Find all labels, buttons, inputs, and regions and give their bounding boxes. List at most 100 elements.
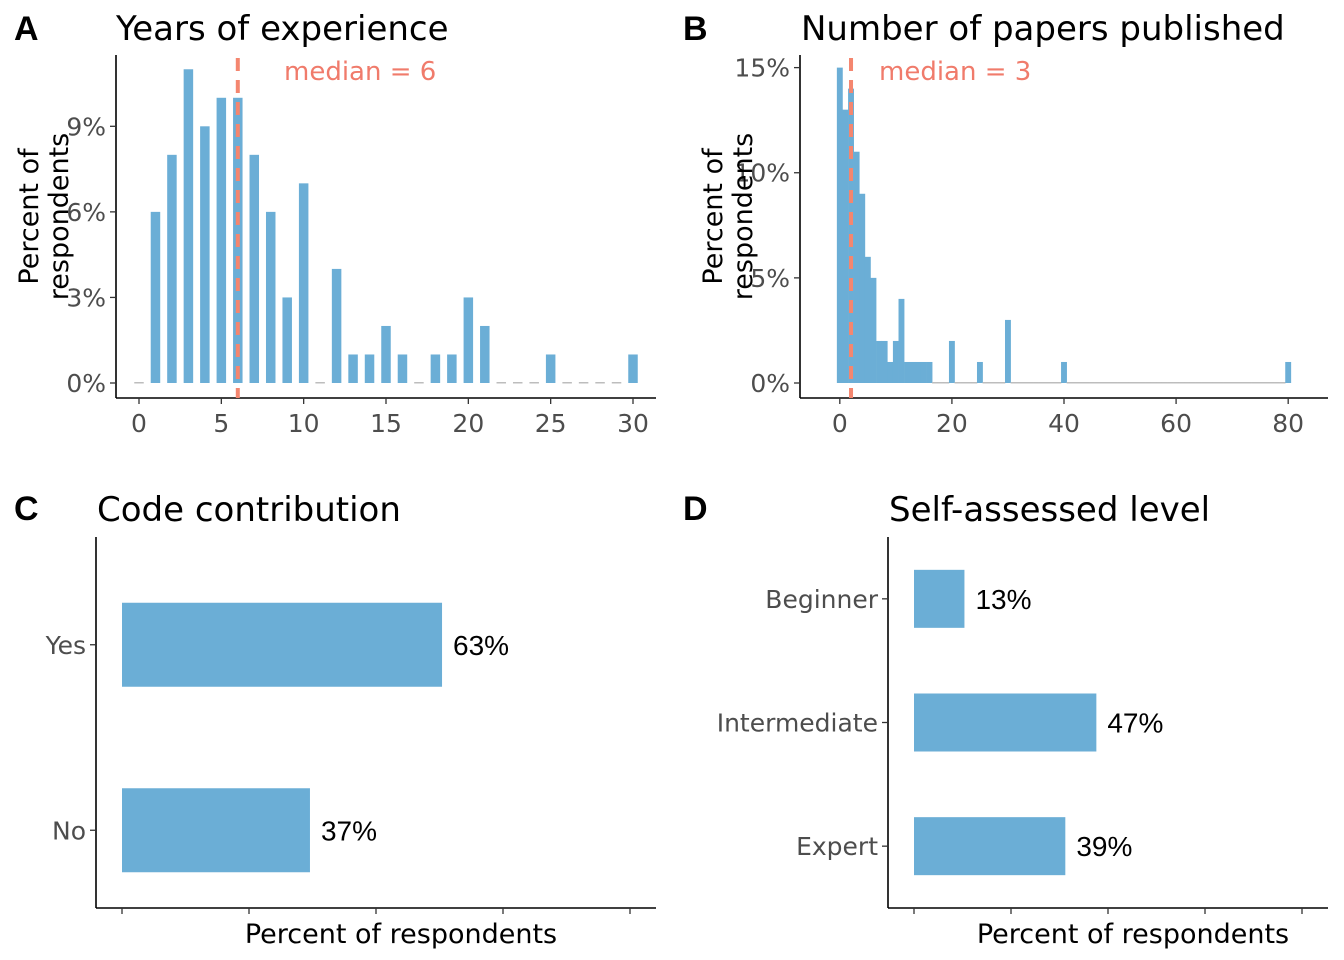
median-label: median = 6 [284,57,436,87]
bar-zero [1161,382,1168,384]
bar [480,325,490,383]
bar [282,297,292,383]
bar [150,211,161,383]
bar-zero [1066,382,1073,384]
bar-zero [1189,382,1196,384]
bar-zero [982,382,989,384]
bar-zero [1089,382,1095,384]
bar [887,361,894,383]
bar-zero [993,382,1000,384]
category-label: Expert [796,832,878,861]
panel-d: D Self-assessed level Beginner 13% Intermedi… [683,490,1328,950]
panel-letter: A [14,10,39,48]
bar [876,340,882,383]
bar [920,361,927,383]
bar [463,297,474,383]
y-tick-label: 3% [66,283,106,312]
chart-title: Years of experience [115,9,449,49]
x-tick-label: 80 [1272,409,1304,438]
bar-zero [1156,382,1163,384]
y-tick-label: 0% [750,369,790,398]
bar-zero [1027,382,1034,384]
bar-zero [1240,382,1247,384]
x-tick-label: 20 [936,409,968,438]
bar-zero [932,382,939,384]
bar-zero [960,382,967,384]
x-tick-label: 15 [370,409,402,438]
x-tick-label: 5 [213,409,229,438]
bar-zero [1223,382,1230,384]
bar-zero [1094,382,1101,384]
bar-zero [1178,382,1185,384]
x-axis-title: Percent of respondents [245,919,557,950]
bar-zero [1077,382,1084,384]
bar-zero [1173,382,1180,384]
data-label: 37% [321,815,377,846]
bar [898,298,905,383]
bar [870,277,877,383]
bar [915,361,922,383]
bar [430,354,441,383]
bar-zero [1184,382,1191,384]
bar-zero [1111,382,1118,384]
y-axis-title: respondents [44,133,75,300]
bar [167,154,177,383]
bar [122,788,310,873]
bar-zero [943,382,950,384]
category-label: Intermediate [717,709,878,738]
y-tick-label: 10% [734,159,790,188]
bar [1061,361,1067,383]
bar-zero [512,382,523,384]
y-axis-title: respondents [728,133,759,300]
x-tick-label: 20 [452,409,484,438]
bar [914,817,1066,876]
bar-zero [1257,382,1264,384]
bar [628,354,638,383]
bar-zero [562,382,572,384]
bar-zero [1212,382,1219,384]
bar [397,354,408,383]
bar-zero [1133,382,1140,384]
bar-zero [1201,382,1208,384]
x-tick-label: 60 [1160,409,1192,438]
y-axis-title: Percent of [14,147,45,285]
bar [914,693,1097,752]
panel-letter: D [683,490,708,528]
panel-b: B Number of papers published 0% 5% 10% 15% 0 20… [683,9,1328,438]
bar-zero [954,382,961,384]
bar-zero [1033,382,1039,384]
data-label: 47% [1107,708,1163,739]
bar [545,354,556,383]
bar [976,361,983,383]
bar [914,569,965,628]
data-label: 63% [453,630,509,661]
bar [183,69,194,384]
bar-zero [578,382,589,384]
bar-zero [1251,382,1258,384]
bar-zero [1010,382,1017,384]
bar-zero [1145,382,1152,384]
category-label: Beginner [765,585,878,614]
bar [842,109,849,384]
x-tick-label: 30 [617,409,649,438]
x-tick-label: 10 [288,409,320,438]
bar [853,151,860,383]
y-tick-label: 15% [734,54,790,83]
bar-zero [1044,382,1051,384]
bar-zero [1049,382,1056,384]
bar [926,361,933,383]
x-axis-title: Percent of respondents [977,919,1289,950]
bar-zero [1229,382,1236,384]
bar-zero [1122,382,1129,384]
panel-a: A Years of experience 0% 3% 6% 9% 0 5 10 15 20 25 30… [14,9,656,438]
bar [249,154,260,383]
bar-zero [1072,382,1079,384]
bar-zero [1217,382,1224,384]
panel-c: C Code contribution Yes 63% No 37% Percent of … [14,490,656,950]
bar [200,126,210,383]
y-axis-title: Percent of [698,147,729,285]
bar-zero [1117,382,1123,384]
bar-zero [1167,382,1174,384]
bar [298,183,309,383]
